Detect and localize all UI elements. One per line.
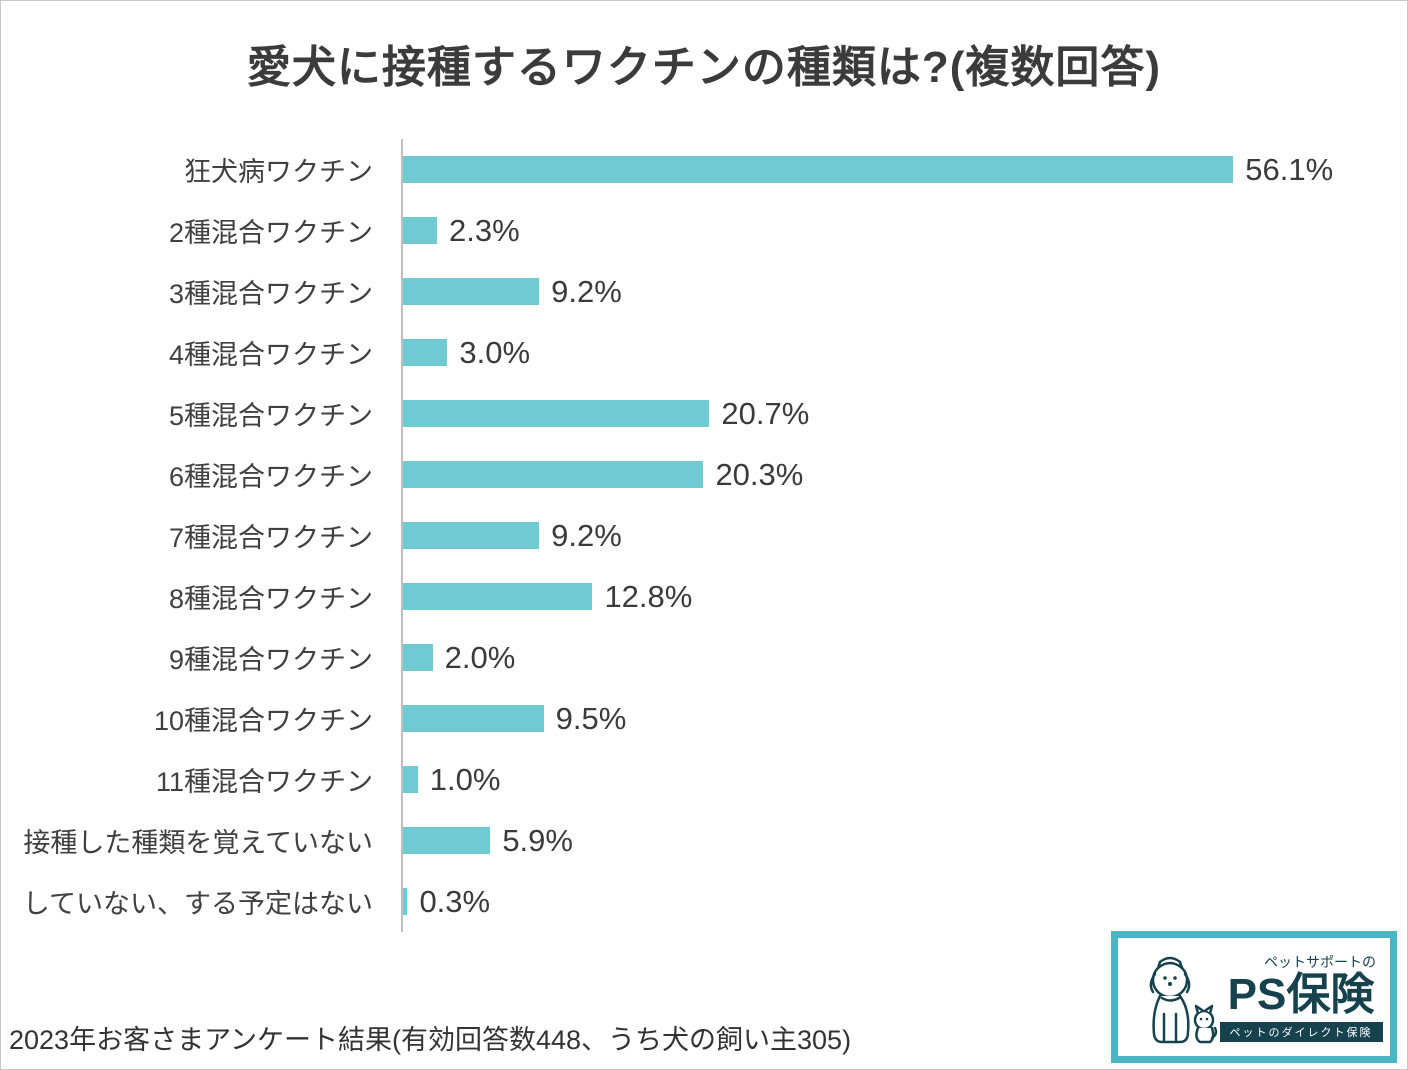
source-note: 2023年お客さまアンケート結果(有効回答数448、うち犬の飼い主305)	[9, 1025, 852, 1055]
dog-and-cat-icon	[1149, 956, 1218, 1044]
category-label: していない、する予定はない	[22, 889, 373, 919]
chart-row: 11種混合ワクチン 1.0%	[1, 749, 1381, 810]
bar-value-label: 1.0%	[429, 761, 501, 797]
bar-value-label: 3.0%	[459, 334, 531, 370]
bar-chart: 狂犬病ワクチン 56.1% 2種混合ワクチン 2.3% 3種混合ワクチン 9.2…	[1, 139, 1381, 932]
plot-area: 20.3%	[401, 444, 1381, 505]
bar-value-label: 9.2%	[551, 273, 622, 309]
chart-row: 7種混合ワクチン 9.2%	[1, 505, 1381, 566]
category-label: 9種混合ワクチン	[168, 645, 373, 675]
chart-row: 6種混合ワクチン 20.3%	[1, 444, 1381, 505]
plot-area: 2.0%	[401, 627, 1381, 688]
category-label: 7種混合ワクチン	[168, 523, 373, 553]
chart-row: 9種混合ワクチン 2.0%	[1, 627, 1381, 688]
plot-area: 1.0%	[401, 749, 1381, 810]
bar-value-label: 0.3%	[419, 883, 491, 919]
bar	[403, 339, 448, 366]
bar-value-label: 56.1%	[1245, 151, 1334, 187]
bar-value-label: 5.9%	[502, 822, 573, 858]
logo-inner: ペットサポートの PS保険 ペットのダイレクト保険	[1118, 938, 1390, 1056]
plot-area: 12.8%	[401, 566, 1381, 627]
bar-value-label: 9.2%	[551, 517, 622, 553]
bar	[403, 644, 433, 671]
category-label: 10種混合ワクチン	[153, 706, 373, 736]
category-label: 5種混合ワクチン	[168, 401, 373, 431]
plot-area: 9.5%	[401, 688, 1381, 749]
category-label: 3種混合ワクチン	[168, 279, 373, 309]
plot-area: 2.3%	[401, 200, 1381, 261]
chart-row: 4種混合ワクチン 3.0%	[1, 322, 1381, 383]
bar	[403, 827, 491, 854]
category-label: 狂犬病ワクチン	[184, 157, 373, 187]
category-label: 6種混合ワクチン	[168, 462, 373, 492]
plot-area: 9.2%	[401, 505, 1381, 566]
bar	[403, 217, 438, 244]
bar	[403, 156, 1234, 183]
plot-area: 0.3%	[401, 871, 1381, 932]
logo-brand: PS保険	[1227, 969, 1375, 1019]
category-label: 8種混合ワクチン	[168, 584, 373, 614]
chart-rows: 狂犬病ワクチン 56.1% 2種混合ワクチン 2.3% 3種混合ワクチン 9.2…	[1, 139, 1381, 932]
bar	[403, 400, 710, 427]
logo-tagline: ペットサポートの	[1264, 953, 1376, 970]
category-label: 2種混合ワクチン	[168, 218, 373, 248]
chart-row: 狂犬病ワクチン 56.1%	[1, 139, 1381, 200]
bar	[403, 461, 704, 488]
chart-row: していない、する予定はない 0.3%	[1, 871, 1381, 932]
plot-area: 9.2%	[401, 261, 1381, 322]
logo-text: ペットサポートの PS保険 ペットのダイレクト保険	[1218, 952, 1384, 1043]
chart-row: 8種混合ワクチン 12.8%	[1, 566, 1381, 627]
plot-area: 3.0%	[401, 322, 1381, 383]
bar-value-label: 2.0%	[444, 639, 516, 675]
bar	[403, 766, 418, 793]
bar-value-label: 20.3%	[715, 456, 804, 492]
chart-row: 3種混合ワクチン 9.2%	[1, 261, 1381, 322]
plot-area: 56.1%	[401, 139, 1381, 200]
ps-insurance-logo: ペットサポートの PS保険 ペットのダイレクト保険	[1111, 931, 1397, 1063]
category-label: 接種した種類を覚えていない	[23, 828, 373, 858]
plot-area: 20.7%	[401, 383, 1381, 444]
chart-title: 愛犬に接種するワクチンの種類は?(複数回答)	[246, 43, 1162, 92]
category-label: 4種混合ワクチン	[168, 340, 373, 370]
bar	[403, 583, 593, 610]
chart-row: 5種混合ワクチン 20.7%	[1, 383, 1381, 444]
bar-value-label: 9.5%	[555, 700, 627, 736]
bar	[403, 278, 540, 305]
bar	[403, 522, 540, 549]
chart-row: 2種混合ワクチン 2.3%	[1, 200, 1381, 261]
chart-row: 接種した種類を覚えていない 5.9%	[1, 810, 1381, 871]
bar-value-label: 12.8%	[604, 578, 693, 614]
chart-row: 10種混合ワクチン 9.5%	[1, 688, 1381, 749]
bar-value-label: 20.7%	[721, 395, 810, 431]
bar	[403, 888, 408, 915]
plot-area: 5.9%	[401, 810, 1381, 871]
category-label: 11種混合ワクチン	[155, 767, 373, 797]
logo-subtitle: ペットのダイレクト保険	[1219, 1022, 1383, 1043]
bar-value-label: 2.3%	[449, 212, 520, 248]
bar	[403, 705, 544, 732]
